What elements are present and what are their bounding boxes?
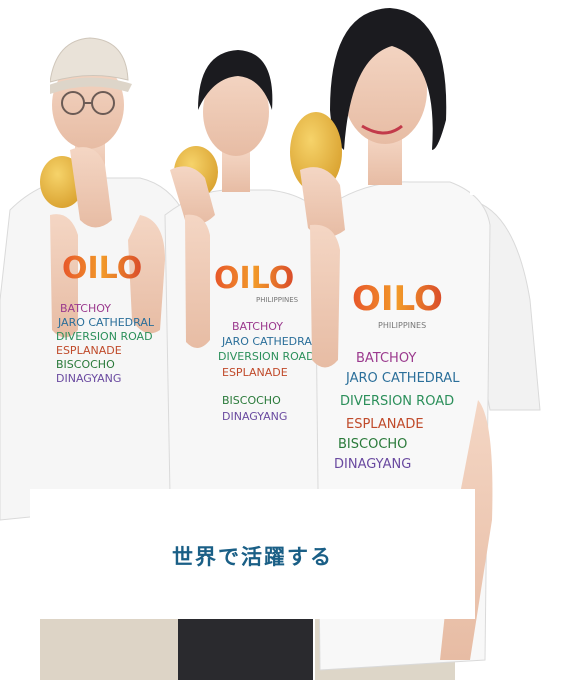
svg-text:ESPLANADE: ESPLANADE (346, 417, 424, 432)
svg-text:BISCOCHO: BISCOCHO (338, 437, 407, 452)
svg-text:DINAGYANG: DINAGYANG (222, 410, 287, 423)
svg-text:PHILIPPINES: PHILIPPINES (256, 296, 299, 304)
svg-text:PHILIPPINES: PHILIPPINES (378, 321, 426, 330)
svg-text:BISCOCHO: BISCOCHO (222, 394, 281, 407)
caption-title: 世界で活躍する (172, 545, 333, 569)
svg-text:JARO CATHEDRAL: JARO CATHEDRAL (345, 371, 460, 386)
svg-text:ESPLANADE: ESPLANADE (56, 344, 122, 357)
svg-text:BATCHOY: BATCHOY (356, 351, 416, 366)
caption-card: 世界で活躍する (30, 489, 475, 619)
svg-text:DINAGYANG: DINAGYANG (334, 457, 411, 472)
person-left: OILO BATCHOY JARO CATHEDRAL DIVERSION RO… (0, 37, 201, 521)
svg-text:DIVERSION ROAD: DIVERSION ROAD (56, 330, 153, 343)
svg-text:JARO CATHEDRAL: JARO CATHEDRAL (57, 316, 155, 329)
pants-middle (178, 610, 313, 680)
svg-text:OILO: OILO (352, 279, 443, 319)
svg-text:OILO: OILO (214, 261, 294, 296)
svg-text:ESPLANADE: ESPLANADE (222, 366, 288, 379)
svg-text:BATCHOY: BATCHOY (60, 302, 111, 315)
svg-text:BATCHOY: BATCHOY (232, 320, 283, 333)
svg-text:OILO: OILO (62, 251, 142, 286)
person-middle: OILO PHILIPPINES BATCHOY JARO CATHEDRAL … (164, 50, 331, 496)
svg-text:DIVERSION ROAD: DIVERSION ROAD (340, 394, 454, 409)
svg-text:DIVERSION ROAD: DIVERSION ROAD (218, 350, 315, 363)
svg-text:JARO CATHEDRAL: JARO CATHEDRAL (221, 335, 319, 348)
svg-text:BISCOCHO: BISCOCHO (56, 358, 115, 371)
svg-text:DINAGYANG: DINAGYANG (56, 372, 121, 385)
